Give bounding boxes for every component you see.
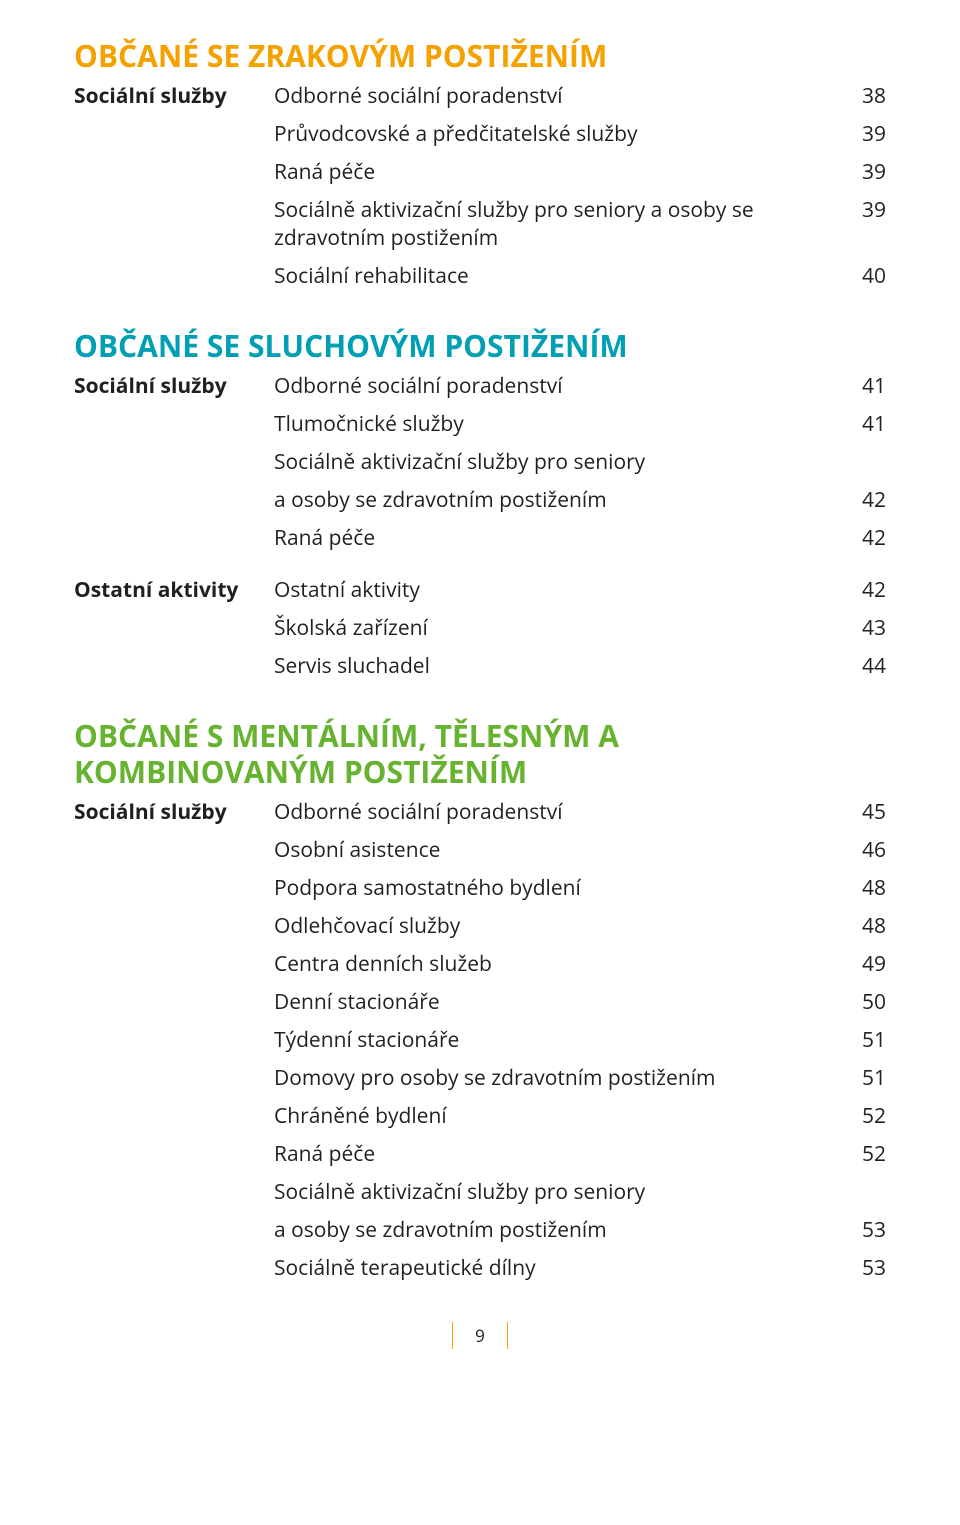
toc-row: Tlumočnické služby41 — [74, 410, 886, 438]
toc-entry-text: Ostatní aktivity — [274, 576, 842, 604]
toc-entry-text: Chráněné bydlení — [274, 1102, 842, 1130]
toc-row: Raná péče52 — [74, 1140, 886, 1168]
toc-row: Sociálně aktivizační služby pro seniory — [74, 448, 886, 476]
toc-section: OBČANÉ S MENTÁLNÍM, TĚLESNÝM A KOMBINOVA… — [74, 718, 886, 1282]
toc-entry-page: 49 — [842, 950, 886, 978]
toc-row: Sociální službyOdborné sociální poradens… — [74, 372, 886, 400]
toc-entry-page: 50 — [842, 988, 886, 1016]
section-heading: OBČANÉ SE SLUCHOVÝM POSTIŽENÍM — [74, 328, 886, 364]
toc-entry-page: 53 — [842, 1254, 886, 1282]
section-heading: OBČANÉ S MENTÁLNÍM, TĚLESNÝM A KOMBINOVA… — [74, 718, 886, 790]
toc-entry-text: a osoby se zdravotním postižením — [274, 486, 842, 514]
toc-entry-text: Sociálně aktivizační služby pro seniory — [274, 1178, 842, 1206]
toc-entry-page: 40 — [842, 262, 886, 290]
toc-entry-text: Školská zařízení — [274, 614, 842, 642]
toc-row: Odlehčovací služby48 — [74, 912, 886, 940]
toc-row: a osoby se zdravotním postižením42 — [74, 486, 886, 514]
toc-entry-text: Osobní asistence — [274, 836, 842, 864]
toc-row: a osoby se zdravotním postižením53 — [74, 1216, 886, 1244]
toc-row: Sociální rehabilitace40 — [74, 262, 886, 290]
toc-entry-text: Sociální rehabilitace — [274, 262, 842, 290]
toc-entry-page: 41 — [842, 372, 886, 400]
toc-entry-page: 48 — [842, 874, 886, 902]
toc-entry-text: Odborné sociální poradenství — [274, 82, 842, 110]
toc-row: Sociálně terapeutické dílny53 — [74, 1254, 886, 1282]
toc-entry-text: Denní stacionáře — [274, 988, 842, 1016]
page-number-wrap: 9 — [74, 1322, 886, 1349]
toc-entry-text: Sociálně aktivizační služby pro seniory … — [274, 196, 842, 252]
toc-row: Servis sluchadel44 — [74, 652, 886, 680]
group-label: Ostatní aktivity — [74, 576, 274, 604]
toc-entry-text: Týdenní stacionáře — [274, 1026, 842, 1054]
toc-entry-page: 51 — [842, 1026, 886, 1054]
toc-entry-page: 43 — [842, 614, 886, 642]
toc-entry-text: Raná péče — [274, 524, 842, 552]
toc-entry-page: 39 — [842, 196, 886, 224]
toc-entry-page: 41 — [842, 410, 886, 438]
toc-row: Sociální službyOdborné sociální poradens… — [74, 82, 886, 110]
section-heading: OBČANÉ SE ZRAKOVÝM POSTIŽENÍM — [74, 38, 886, 74]
toc-section: OBČANÉ SE ZRAKOVÝM POSTIŽENÍM Sociální sl… — [74, 38, 886, 290]
toc-entry-page: 48 — [842, 912, 886, 940]
toc-row: Raná péče42 — [74, 524, 886, 552]
toc-row: Týdenní stacionáře51 — [74, 1026, 886, 1054]
toc-row: Denní stacionáře50 — [74, 988, 886, 1016]
toc-row: Osobní asistence46 — [74, 836, 886, 864]
toc-entry-text: Podpora samostatného bydlení — [274, 874, 842, 902]
page-number: 9 — [452, 1322, 508, 1349]
toc-row: Raná péče39 — [74, 158, 886, 186]
toc-group: Sociální službyOdborné sociální poradens… — [74, 798, 886, 1282]
toc-entry-text: a osoby se zdravotním postižením — [274, 1216, 842, 1244]
toc-entry-text: Raná péče — [274, 158, 842, 186]
toc-entry-page: 42 — [842, 486, 886, 514]
toc-entry-page: 42 — [842, 576, 886, 604]
group-label: Sociální služby — [74, 372, 274, 400]
toc-row: Ostatní aktivityOstatní aktivity42 — [74, 576, 886, 604]
toc-entry-text: Domovy pro osoby se zdravotním postižení… — [274, 1064, 842, 1092]
toc-row: Centra denních služeb49 — [74, 950, 886, 978]
toc-row: Sociální službyOdborné sociální poradens… — [74, 798, 886, 826]
toc-row: Školská zařízení43 — [74, 614, 886, 642]
toc-entry-page: 46 — [842, 836, 886, 864]
toc-row: Chráněné bydlení52 — [74, 1102, 886, 1130]
toc-entry-text: Odlehčovací služby — [274, 912, 842, 940]
toc-entry-text: Průvodcovské a předčitatelské služby — [274, 120, 842, 148]
group-label: Sociální služby — [74, 798, 274, 826]
toc-entry-page: 51 — [842, 1064, 886, 1092]
toc-entry-text: Tlumočnické služby — [274, 410, 842, 438]
toc-row: Sociálně aktivizační služby pro seniory — [74, 1178, 886, 1206]
toc-row: Domovy pro osoby se zdravotním postižení… — [74, 1064, 886, 1092]
toc-entry-page: 52 — [842, 1140, 886, 1168]
toc-entry-page: 52 — [842, 1102, 886, 1130]
toc-row: Průvodcovské a předčitatelské služby39 — [74, 120, 886, 148]
toc-entry-text: Odborné sociální poradenství — [274, 372, 842, 400]
toc-entry-page: 53 — [842, 1216, 886, 1244]
toc-entry-text: Raná péče — [274, 1140, 842, 1168]
toc-entry-text: Sociálně terapeutické dílny — [274, 1254, 842, 1282]
toc-entry-page: 45 — [842, 798, 886, 826]
toc-entry-page: 38 — [842, 82, 886, 110]
toc-entry-page: 44 — [842, 652, 886, 680]
toc-row: Podpora samostatného bydlení48 — [74, 874, 886, 902]
toc-section: OBČANÉ SE SLUCHOVÝM POSTIŽENÍM Sociální s… — [74, 328, 886, 680]
toc-entry-text: Odborné sociální poradenství — [274, 798, 842, 826]
toc-entry-text: Servis sluchadel — [274, 652, 842, 680]
toc-group: Sociální službyOdborné sociální poradens… — [74, 372, 886, 552]
toc-entry-text: Sociálně aktivizační služby pro seniory — [274, 448, 842, 476]
group-label: Sociální služby — [74, 82, 274, 110]
toc-entry-page: 39 — [842, 120, 886, 148]
toc-row: Sociálně aktivizační služby pro seniory … — [74, 196, 886, 252]
toc-entry-text: Centra denních služeb — [274, 950, 842, 978]
toc-group: Ostatní aktivityOstatní aktivity42Školsk… — [74, 576, 886, 680]
toc-group: Sociální službyOdborné sociální poradens… — [74, 82, 886, 290]
toc-entry-page: 42 — [842, 524, 886, 552]
toc-entry-page: 39 — [842, 158, 886, 186]
